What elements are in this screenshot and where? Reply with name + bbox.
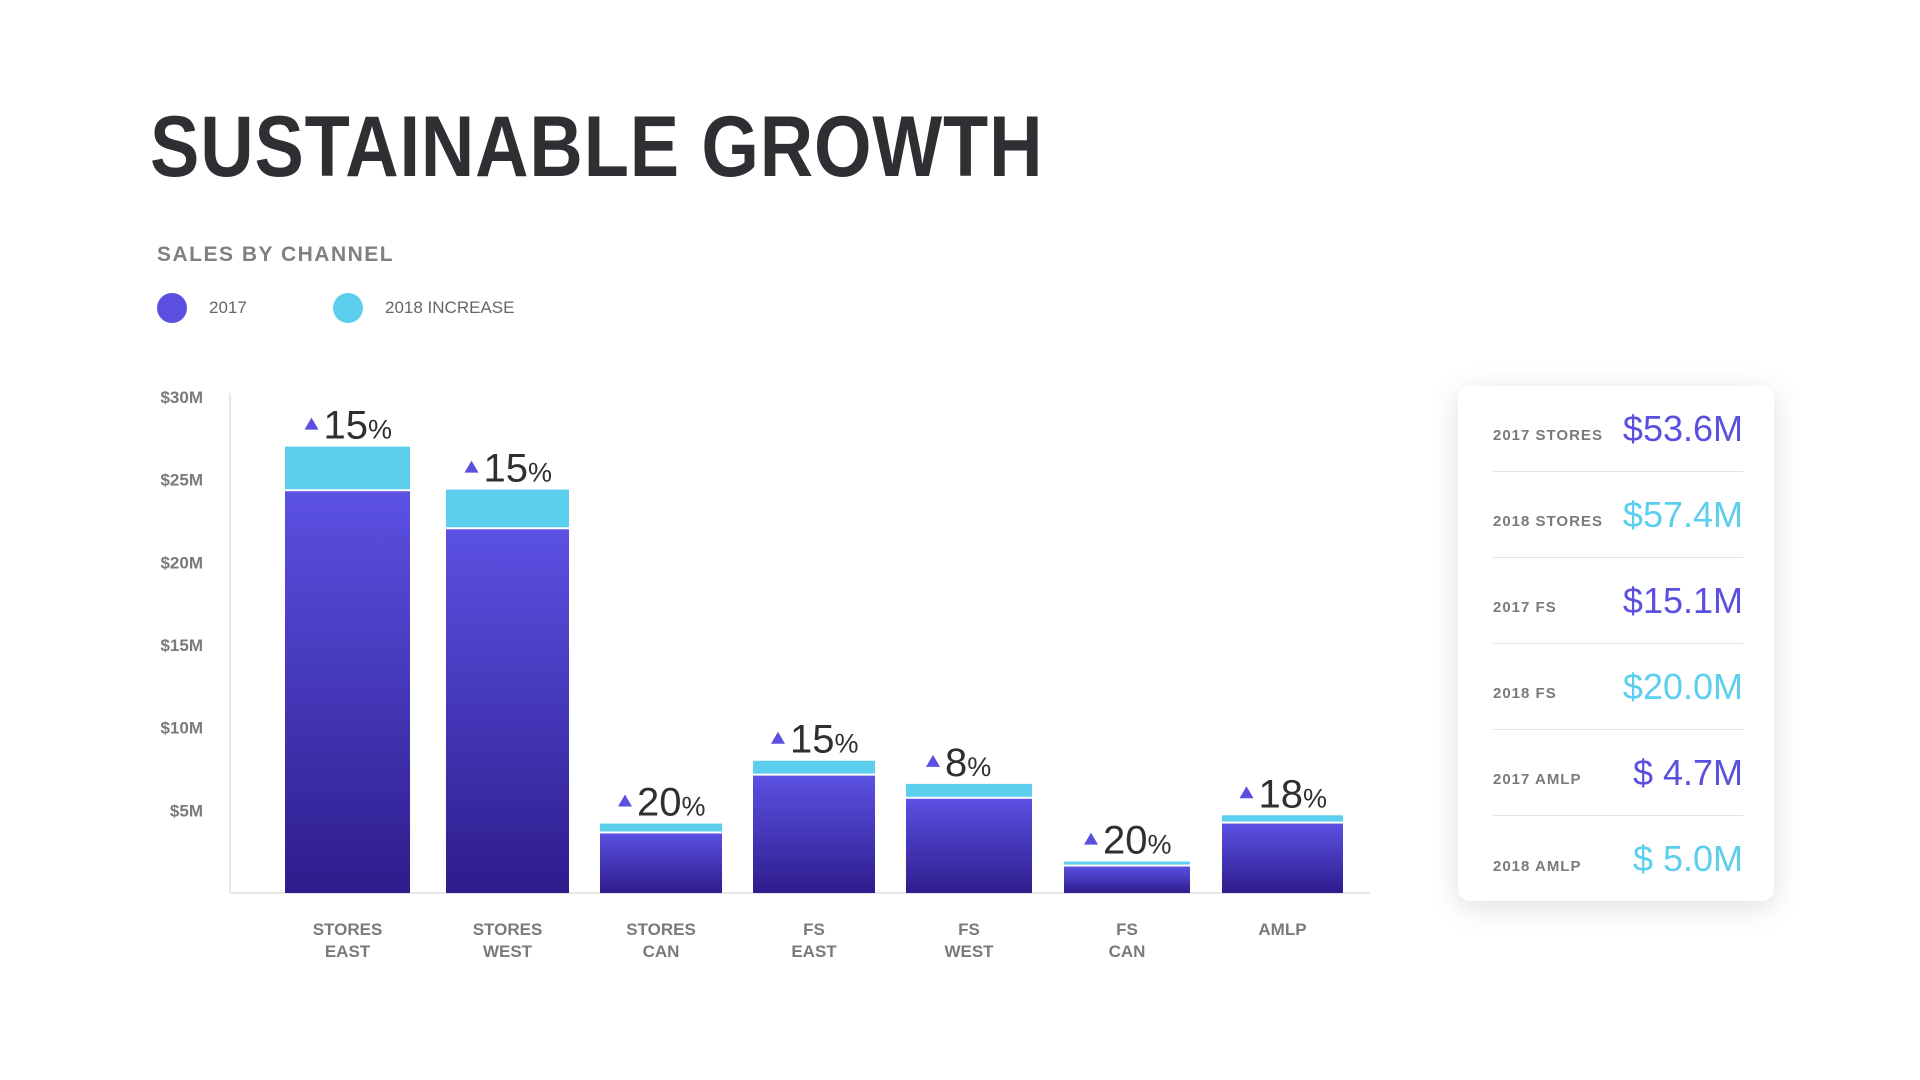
chart-subtitle: SALES BY CHANNEL <box>157 243 395 266</box>
increase-triangle-icon <box>771 731 785 744</box>
increase-triangle-icon <box>304 417 319 430</box>
bar-annotation: 20% <box>637 781 706 825</box>
bar-annotation: 8% <box>945 741 991 785</box>
x-category-label: CAN <box>643 942 680 961</box>
x-category-label: FS <box>1116 920 1138 939</box>
x-category-label: FS <box>958 920 980 939</box>
annotation-value: 15 <box>484 447 529 491</box>
x-category-label: FS <box>803 920 825 939</box>
increase-triangle-icon <box>1239 786 1254 799</box>
x-category-label: AMLP <box>1258 920 1306 939</box>
increase-triangle-icon <box>618 794 632 807</box>
stat-label: 2017 FS <box>1493 599 1557 616</box>
stats-card: 2017 STORES $53.6M 2018 STORES $57.4M 20… <box>1458 386 1774 901</box>
bar-2017 <box>753 775 875 893</box>
annotation-unit: % <box>368 415 392 445</box>
x-category-label: STORES <box>626 920 696 939</box>
stat-value: $15.1M <box>1622 579 1743 621</box>
bar-2018-increase <box>600 823 722 832</box>
annotation-value: 15 <box>324 404 369 448</box>
legend-dot-2017-icon <box>157 293 187 323</box>
y-tick-label: $30M <box>160 388 203 407</box>
bar-2017 <box>906 798 1032 893</box>
x-category-label: EAST <box>791 942 837 961</box>
stat-label: 2017 AMLP <box>1493 771 1582 788</box>
stat-row-2018-amlp: 2018 AMLP $ 5.0M <box>1493 816 1743 902</box>
bar-2017 <box>600 833 722 893</box>
stat-row-2018-fs: 2018 FS $20.0M <box>1493 644 1743 730</box>
annotation-value: 15 <box>790 718 835 762</box>
legend-label-2018-increase: 2018 INCREASE <box>385 298 515 317</box>
stat-label: 2017 STORES <box>1493 427 1603 444</box>
stat-label: 2018 STORES <box>1493 513 1603 530</box>
bar-2018-increase <box>1064 861 1190 865</box>
stat-label: 2018 AMLP <box>1493 857 1582 875</box>
bar-2017 <box>285 491 410 893</box>
increase-triangle-icon <box>926 754 940 767</box>
bar-annotation: 20% <box>1103 819 1172 863</box>
legend-label-2017: 2017 <box>209 298 247 317</box>
page-title: SUSTAINABLE GROWTH <box>150 99 1044 195</box>
bar-2018-increase <box>1222 815 1343 822</box>
stat-row-2017-fs: 2017 FS $15.1M <box>1493 558 1743 644</box>
x-category-label: STORES <box>473 920 543 939</box>
annotation-unit: % <box>1303 783 1327 813</box>
y-tick-label: $10M <box>160 719 203 738</box>
legend-dot-2018-increase-icon <box>333 293 363 323</box>
stat-row-2018-stores: 2018 STORES $57.4M <box>1493 472 1743 558</box>
x-category-label: WEST <box>944 942 994 961</box>
stat-value: $ 5.0M <box>1632 838 1743 879</box>
x-category-label: EAST <box>325 942 371 961</box>
bar-2017 <box>446 529 569 893</box>
bar-annotation: 18% <box>1259 772 1328 816</box>
stat-row-2017-amlp: 2017 AMLP $ 4.7M <box>1493 730 1743 816</box>
y-tick-label: $25M <box>160 471 203 490</box>
stat-label: 2018 FS <box>1493 685 1557 702</box>
bar-annotation: 15% <box>790 718 859 762</box>
annotation-unit: % <box>682 792 706 822</box>
annotation-unit: % <box>835 729 859 759</box>
stat-value: $53.6M <box>1622 407 1743 449</box>
stat-value: $ 4.7M <box>1632 751 1743 793</box>
bar-annotation: 15% <box>324 404 393 448</box>
stat-row-2017-stores: 2017 STORES $53.6M <box>1493 386 1743 472</box>
y-tick-label: $5M <box>170 801 203 820</box>
bar-2018-increase <box>753 760 875 774</box>
x-category-label: WEST <box>483 942 533 961</box>
annotation-value: 18 <box>1259 772 1304 816</box>
annotation-value: 20 <box>637 781 682 825</box>
annotation-unit: % <box>528 458 552 488</box>
annotation-unit: % <box>967 752 991 782</box>
y-tick-label: $20M <box>160 553 203 572</box>
stat-value: $57.4M <box>1622 493 1743 535</box>
bar-2018-increase <box>906 783 1032 797</box>
legend-item-2018-increase: 2018 INCREASE <box>333 293 514 323</box>
stat-value: $20.0M <box>1622 665 1743 707</box>
x-category-label: STORES <box>313 920 383 939</box>
bar-2018-increase <box>446 489 569 528</box>
annotation-unit: % <box>1148 830 1172 860</box>
legend-item-2017: 2017 <box>157 293 247 323</box>
annotation-value: 20 <box>1103 819 1148 863</box>
x-category-label: CAN <box>1109 942 1146 961</box>
bar-2018-increase <box>285 446 410 490</box>
bar-2017 <box>1222 823 1343 893</box>
y-tick-label: $15M <box>160 636 203 655</box>
bar-chart: $5M $10M $15M $20M $25M $30M 15% STORES EAST 15%… <box>160 388 1370 961</box>
bar-annotation: 15% <box>484 447 553 491</box>
increase-triangle-icon <box>1084 832 1098 845</box>
annotation-value: 8 <box>945 741 967 785</box>
bar-2017 <box>1064 866 1190 893</box>
increase-triangle-icon <box>464 460 479 473</box>
